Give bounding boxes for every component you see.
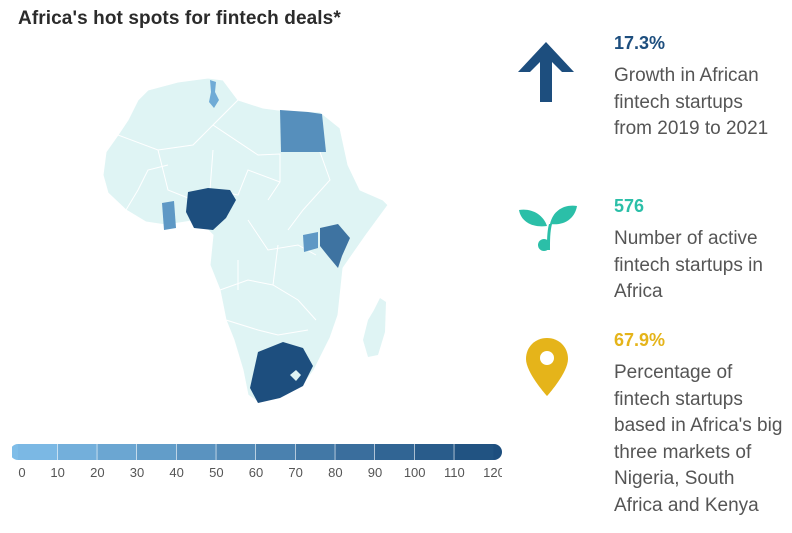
stat-description: Percentage of fintech startups based in … bbox=[614, 362, 783, 516]
legend-swatch bbox=[256, 444, 296, 460]
legend-tick-label: 50 bbox=[209, 465, 223, 480]
stat-startups: 576 Number of active fintech startups in… bbox=[614, 196, 784, 306]
legend-swatch bbox=[375, 444, 415, 460]
legend-tick-label: 110 bbox=[444, 465, 465, 480]
legend-tick-label: 60 bbox=[249, 465, 263, 480]
up-arrow-icon bbox=[518, 42, 574, 102]
region-kenya bbox=[320, 224, 350, 268]
legend-swatch bbox=[57, 444, 97, 460]
legend-tick-label: 20 bbox=[90, 465, 104, 480]
legend-swatch bbox=[216, 444, 256, 460]
legend-tick-label: 10 bbox=[50, 465, 64, 480]
sprout-icon bbox=[519, 205, 577, 251]
madagascar bbox=[363, 298, 386, 357]
legend-swatch bbox=[137, 444, 177, 460]
legend-tick-label: 100 bbox=[404, 465, 426, 480]
stat-description: Number of active fintech startups in Afr… bbox=[614, 228, 763, 302]
legend-swatch bbox=[295, 444, 335, 460]
legend-swatch bbox=[97, 444, 137, 460]
chart-title: Africa's hot spots for fintech deals* bbox=[18, 8, 341, 29]
legend-tick-label: 70 bbox=[288, 465, 302, 480]
legend-tick-label: 40 bbox=[169, 465, 183, 480]
legend-tick-label: 30 bbox=[130, 465, 144, 480]
legend-tick-label: 90 bbox=[368, 465, 382, 480]
legend-tick-label: 80 bbox=[328, 465, 342, 480]
stat-value: 17.3% bbox=[614, 33, 666, 53]
location-pin-icon bbox=[526, 338, 568, 396]
color-scale-legend: 0 10 20 30 40 50 60 70 80 90 100 110 120 bbox=[12, 444, 502, 480]
region-nigeria bbox=[186, 188, 236, 230]
region-south-africa bbox=[250, 342, 313, 403]
legend-swatch bbox=[414, 444, 454, 460]
lesotho bbox=[290, 370, 301, 381]
stat-description: Growth in African fintech startups from … bbox=[614, 65, 769, 139]
legend-tick-label: 120 bbox=[483, 465, 502, 480]
region-egypt bbox=[280, 110, 326, 152]
region-ghana bbox=[162, 201, 176, 230]
legend-swatch bbox=[454, 444, 494, 460]
legend-swatch bbox=[18, 444, 58, 460]
stat-big-three: 67.9% Percentage of fintech startups bas… bbox=[614, 330, 786, 519]
region-uganda bbox=[303, 232, 318, 252]
stat-growth: 17.3% Growth in African fintech startups… bbox=[614, 33, 784, 143]
region-tunisia bbox=[209, 80, 219, 108]
stat-value: 576 bbox=[614, 196, 645, 216]
stat-value: 67.9% bbox=[614, 330, 666, 350]
legend-swatch bbox=[335, 444, 375, 460]
legend-swatch bbox=[176, 444, 216, 460]
africa-map bbox=[102, 77, 389, 403]
legend-tick-label: 0 bbox=[18, 465, 25, 480]
